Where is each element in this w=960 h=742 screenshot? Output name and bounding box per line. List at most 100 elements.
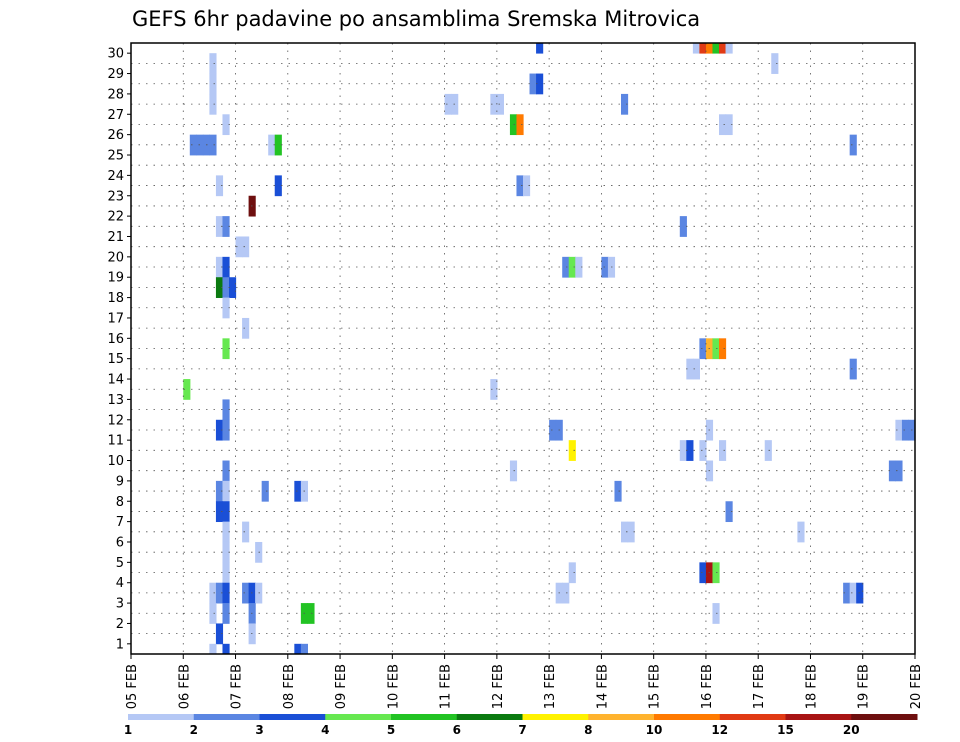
heatmap-cell bbox=[764, 440, 772, 461]
heatmap-cell bbox=[529, 73, 537, 95]
y-tick-label: 24 bbox=[107, 169, 124, 184]
y-tick-label: 21 bbox=[107, 230, 124, 245]
heatmap-cell bbox=[274, 175, 282, 197]
x-tick-label: 07 FEB bbox=[230, 664, 245, 709]
heatmap-cell bbox=[568, 562, 576, 584]
y-tick-label: 19 bbox=[107, 271, 124, 286]
x-tick-label: 11 FEB bbox=[439, 664, 454, 709]
heatmap-cell bbox=[222, 114, 230, 136]
legend-swatch bbox=[391, 714, 458, 720]
heatmap-cell bbox=[222, 399, 230, 421]
heatmap-cell bbox=[307, 603, 315, 624]
heatmap-cell bbox=[300, 643, 308, 655]
y-tick-label: 11 bbox=[107, 434, 124, 449]
heatmap-cell bbox=[222, 277, 230, 298]
heatmap-cell bbox=[536, 43, 544, 54]
plot-frame bbox=[130, 42, 916, 655]
heatmap-cell bbox=[523, 175, 531, 197]
heatmap-cell bbox=[516, 114, 524, 136]
heatmap-cell bbox=[222, 521, 230, 543]
heatmap-cell bbox=[621, 521, 629, 543]
legend-swatch bbox=[522, 714, 589, 720]
x-tick-label: 10 FEB bbox=[386, 664, 401, 709]
heatmap-cell bbox=[692, 358, 700, 380]
heatmap-cell bbox=[215, 256, 224, 278]
y-tick-label: 18 bbox=[107, 291, 124, 306]
y-tick-label: 6 bbox=[116, 535, 124, 550]
heatmap-cell bbox=[797, 521, 805, 543]
heatmap-cell bbox=[719, 440, 727, 461]
legend-label: 15 bbox=[777, 723, 794, 737]
x-tick-label: 19 FEB bbox=[857, 664, 872, 709]
heatmap-cell bbox=[562, 582, 570, 604]
x-tick-label: 14 FEB bbox=[595, 664, 610, 709]
heatmap-cell bbox=[679, 216, 687, 237]
legend-label: 7 bbox=[518, 723, 526, 737]
heatmap-cell bbox=[222, 256, 230, 278]
heatmap-cell bbox=[568, 440, 576, 461]
heatmap-cell bbox=[699, 338, 707, 360]
heatmap-cell bbox=[222, 297, 230, 319]
heatmap-cell bbox=[699, 440, 707, 461]
heatmap-cell bbox=[222, 419, 230, 441]
heatmap-cell bbox=[183, 379, 191, 400]
heatmap-cell bbox=[895, 460, 903, 482]
heatmap-cell bbox=[895, 419, 903, 441]
y-axis-ticks: 1234567891011121314151617181920212223242… bbox=[107, 47, 131, 652]
legend-swatch bbox=[259, 714, 326, 720]
legend-label: 8 bbox=[584, 723, 592, 737]
heatmap-cell bbox=[849, 582, 857, 604]
y-tick-label: 29 bbox=[107, 67, 124, 82]
x-tick-label: 17 FEB bbox=[752, 664, 767, 709]
heatmap-cell bbox=[274, 134, 282, 156]
legend-label: 6 bbox=[453, 723, 461, 737]
heatmap-cell bbox=[222, 460, 230, 482]
y-tick-label: 17 bbox=[107, 311, 124, 326]
heatmap-cell bbox=[719, 43, 727, 54]
heatmap-cell bbox=[209, 582, 217, 604]
heatmap-cell bbox=[719, 114, 727, 136]
y-tick-label: 3 bbox=[116, 597, 124, 612]
x-tick-label: 18 FEB bbox=[804, 664, 819, 709]
heatmap-cell bbox=[242, 521, 250, 543]
legend-label: 10 bbox=[646, 723, 663, 737]
heatmap-cell bbox=[215, 623, 224, 645]
heatmap-cell bbox=[490, 379, 498, 400]
heatmap-cell bbox=[215, 175, 224, 197]
heatmap-cell bbox=[209, 73, 217, 95]
y-tick-label: 2 bbox=[116, 617, 124, 632]
legend-label: 4 bbox=[321, 723, 329, 737]
y-tick-label: 15 bbox=[107, 352, 124, 367]
heatmap-cell bbox=[242, 236, 250, 258]
heatmap-cell bbox=[705, 43, 714, 54]
y-tick-label: 13 bbox=[107, 393, 124, 408]
x-tick-label: 09 FEB bbox=[334, 664, 349, 709]
heatmap-cell bbox=[888, 460, 896, 482]
heatmap-cell bbox=[725, 501, 733, 523]
heatmap-cell bbox=[229, 277, 237, 298]
heatmap-cell bbox=[209, 643, 217, 655]
heatmap-cell bbox=[215, 480, 224, 502]
heatmap-cell bbox=[209, 53, 217, 74]
heatmap-cell bbox=[516, 175, 524, 197]
legend-swatch bbox=[719, 714, 786, 720]
heatmap-cell bbox=[215, 216, 224, 237]
heatmap-cell bbox=[490, 93, 498, 115]
x-tick-label: 13 FEB bbox=[543, 664, 558, 709]
y-tick-label: 26 bbox=[107, 128, 124, 143]
heatmap-cell bbox=[215, 277, 224, 298]
y-tick-label: 28 bbox=[107, 87, 124, 102]
y-tick-label: 5 bbox=[116, 556, 124, 571]
heatmap-cell bbox=[627, 521, 635, 543]
heatmap-cell bbox=[496, 93, 504, 115]
y-tick-label: 25 bbox=[107, 149, 124, 164]
heatmap-cell bbox=[575, 256, 583, 278]
legend-swatch bbox=[128, 714, 195, 720]
heatmap-cell bbox=[849, 134, 857, 156]
legend-swatch bbox=[325, 714, 392, 720]
heatmap-cell bbox=[621, 93, 629, 115]
heatmap-cell bbox=[536, 73, 544, 95]
heatmap-cell bbox=[568, 256, 576, 278]
heatmap-cell bbox=[699, 562, 707, 584]
